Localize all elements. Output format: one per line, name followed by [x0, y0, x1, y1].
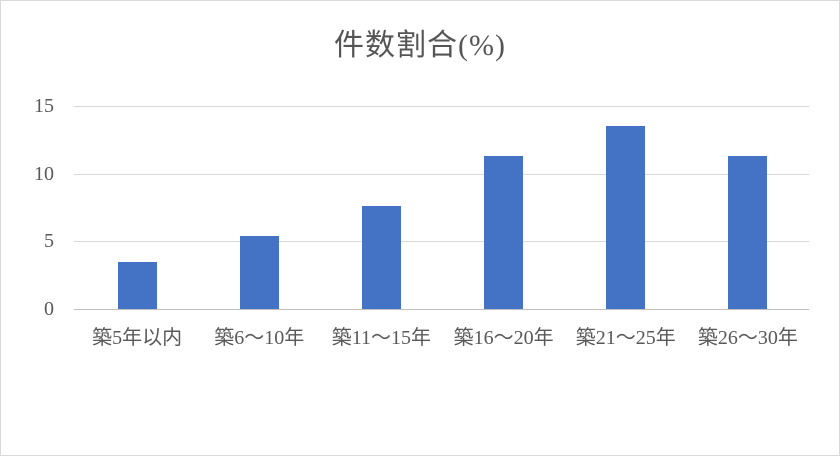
- x-axis-line: [74, 309, 809, 310]
- gridline-15: [74, 106, 809, 107]
- bar-築5年以内: [117, 261, 157, 309]
- y-tick-label-10: 10: [34, 162, 54, 185]
- x-tick-label-築21～25年: 築21～25年: [575, 327, 676, 349]
- bar-築11～15年: [361, 206, 401, 309]
- x-tick-label-築16～20年: 築16～20年: [453, 327, 554, 349]
- gridline-10: [74, 173, 809, 175]
- x-tick-label-築6～10年: 築6～10年: [214, 327, 305, 349]
- x-tick-label-築11～15年: 築11～15年: [331, 327, 432, 349]
- y-tick-label-15: 15: [34, 95, 54, 117]
- bar-築16～20年: [484, 156, 524, 309]
- x-tick-label-築5年以内: 築5年以内: [92, 327, 183, 349]
- bar-築21～25年: [606, 126, 646, 309]
- y-tick-label-5: 5: [44, 230, 54, 253]
- gridline-5: [74, 241, 809, 243]
- plot-area: [74, 106, 809, 310]
- y-tick-label-0: 0: [44, 298, 54, 320]
- x-tick-label-築26～30年: 築26～30年: [697, 327, 798, 349]
- chart-title: 件数割合(%): [334, 29, 506, 62]
- bar-築26～30年: [728, 156, 768, 309]
- bar-築6～10年: [239, 235, 279, 309]
